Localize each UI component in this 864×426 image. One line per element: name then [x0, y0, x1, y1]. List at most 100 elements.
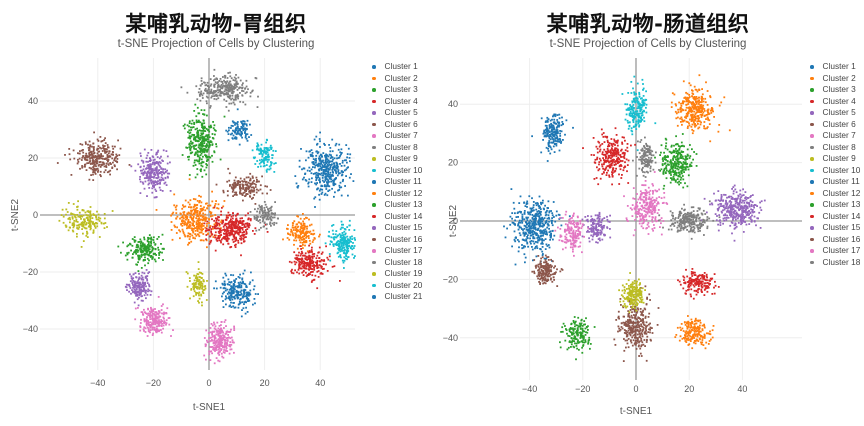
chart-subtitle: t-SNE Projection of Cells by Clustering: [549, 38, 747, 50]
legend-item[interactable]: Cluster 17: [372, 245, 422, 257]
legend-item[interactable]: Cluster 5: [810, 107, 860, 119]
legend-item[interactable]: Cluster 1: [372, 61, 422, 73]
legend-item[interactable]: Cluster 8: [810, 142, 860, 154]
legend-item[interactable]: Cluster 18: [810, 257, 860, 269]
x-tick-label: −40: [522, 384, 537, 394]
legend-item[interactable]: Cluster 14: [372, 211, 422, 223]
legend-item[interactable]: Cluster 17: [810, 245, 860, 257]
series-cluster-15: [124, 269, 153, 307]
legend-item[interactable]: Cluster 4: [372, 96, 422, 108]
legend-marker-icon: [810, 214, 814, 218]
series-cluster-11: [531, 113, 574, 162]
legend-item[interactable]: Cluster 8: [372, 142, 422, 154]
series-cluster-16: [531, 254, 564, 287]
legend-label: Cluster 2: [384, 72, 418, 83]
series-cluster-11: [213, 269, 259, 318]
series-cluster-10: [621, 75, 657, 152]
legend-item[interactable]: Cluster 11: [810, 176, 860, 188]
legend-label: Cluster 5: [384, 107, 418, 117]
chart-panel-stomach: −40 −20 0 20 40 40 20 0 −20 −40 t-SNE1 t-SNE2 某哺乳动物…: [0, 0, 432, 426]
legend-marker-icon: [372, 134, 376, 138]
legend-label: Cluster 2: [822, 72, 856, 83]
legend-marker-icon: [372, 168, 376, 172]
y-tick-label: 20: [28, 153, 38, 163]
legend-marker-icon: [372, 99, 376, 103]
series-cluster-16: [215, 167, 272, 205]
legend-item[interactable]: Cluster 13: [372, 199, 422, 211]
series-cluster-12: [674, 315, 715, 350]
legend-item[interactable]: Cluster 7: [810, 130, 860, 142]
legend-item[interactable]: Cluster 18: [372, 257, 422, 269]
legend-label: Cluster 21: [384, 291, 423, 301]
legend-item[interactable]: Cluster 9: [372, 153, 422, 165]
legend-item[interactable]: Cluster 11: [372, 176, 422, 188]
legend-label: Cluster 12: [822, 187, 861, 198]
legend-label: Cluster 1: [822, 61, 856, 71]
legend-label: Cluster 1: [384, 61, 418, 71]
legend-item[interactable]: Cluster 10: [810, 165, 860, 177]
legend-label: Cluster 18: [822, 256, 861, 267]
legend-item[interactable]: Cluster 1: [810, 61, 860, 73]
legend-item[interactable]: Cluster 6: [810, 119, 860, 131]
series-cluster-5: [700, 184, 766, 242]
legend-label: Cluster 10: [384, 164, 423, 175]
legend-item[interactable]: Cluster 13: [810, 199, 860, 211]
legend-marker-icon: [810, 191, 814, 195]
legend-label: Cluster 9: [384, 153, 418, 163]
legend-item[interactable]: Cluster 15: [372, 222, 422, 234]
legend-marker-icon: [372, 283, 376, 287]
chart-main-title: 某哺乳动物-肠道组织: [546, 12, 750, 36]
legend-marker-icon: [810, 157, 814, 161]
x-tick-label: 0: [633, 384, 638, 394]
legend-item[interactable]: Cluster 12: [372, 188, 422, 200]
series-cluster-4: [203, 206, 269, 257]
legend-item[interactable]: Cluster 20: [372, 280, 422, 292]
series-cluster-18: [632, 136, 660, 178]
legend-item[interactable]: Cluster 3: [372, 84, 422, 96]
legend-item[interactable]: Cluster 19: [372, 268, 422, 280]
legend-label: Cluster 13: [822, 199, 861, 209]
legend-marker-icon: [372, 76, 376, 80]
legend-item[interactable]: Cluster 7: [372, 130, 422, 142]
legend-marker-icon: [372, 145, 376, 149]
y-tick-label: −40: [23, 324, 38, 334]
legend[interactable]: Cluster 1 Cluster 2 Cluster 3 Cluster 4 Clus…: [372, 61, 422, 303]
legend-label: Cluster 7: [384, 130, 418, 140]
legend-marker-icon: [810, 99, 814, 103]
legend-item[interactable]: Cluster 10: [372, 165, 422, 177]
legend-label: Cluster 19: [384, 268, 423, 278]
legend-item[interactable]: Cluster 4: [810, 96, 860, 108]
legend-item[interactable]: Cluster 16: [810, 234, 860, 246]
series-cluster-18: [249, 201, 279, 232]
x-tick-label: 0: [206, 378, 211, 388]
legend-marker-icon: [372, 203, 376, 207]
legend-item[interactable]: Cluster 14: [810, 211, 860, 223]
legend-item[interactable]: Cluster 21: [372, 291, 422, 303]
x-axis-label: t-SNE1: [620, 406, 653, 417]
legend-label: Cluster 16: [384, 233, 423, 244]
series-cluster-17: [554, 210, 590, 257]
legend-item[interactable]: Cluster 16: [372, 234, 422, 246]
series-cluster-1: [503, 188, 571, 266]
legend-marker-icon: [372, 180, 376, 184]
legend[interactable]: Cluster 1 Cluster 2 Cluster 3 Cluster 4 Clus…: [810, 61, 860, 268]
legend-item[interactable]: Cluster 6: [372, 119, 422, 131]
legend-item[interactable]: Cluster 12: [810, 188, 860, 200]
y-tick-label: 20: [448, 158, 458, 168]
scatter-plot-intestine[interactable]: −40 −20 0 20 40 40 20 0 −20 −40 t-SNE1 t-SNE2: [432, 0, 864, 426]
series-cluster-6: [613, 285, 660, 362]
series-cluster-7: [623, 171, 669, 237]
legend-label: Cluster 11: [384, 176, 422, 186]
legend-marker-icon: [372, 295, 376, 299]
y-tick-label: 0: [453, 216, 458, 226]
legend-item[interactable]: Cluster 5: [372, 107, 422, 119]
legend-item[interactable]: Cluster 3: [810, 84, 860, 96]
legend-item[interactable]: Cluster 2: [810, 73, 860, 85]
legend-marker-icon: [372, 260, 376, 264]
series-cluster-10: [324, 219, 356, 269]
scatter-plot-stomach[interactable]: −40 −20 0 20 40 40 20 0 −20 −40 t-SNE1 t-SNE2: [0, 0, 432, 426]
legend-marker-icon: [810, 168, 814, 172]
legend-item[interactable]: Cluster 2: [372, 73, 422, 85]
legend-item[interactable]: Cluster 9: [810, 153, 860, 165]
legend-item[interactable]: Cluster 15: [810, 222, 860, 234]
